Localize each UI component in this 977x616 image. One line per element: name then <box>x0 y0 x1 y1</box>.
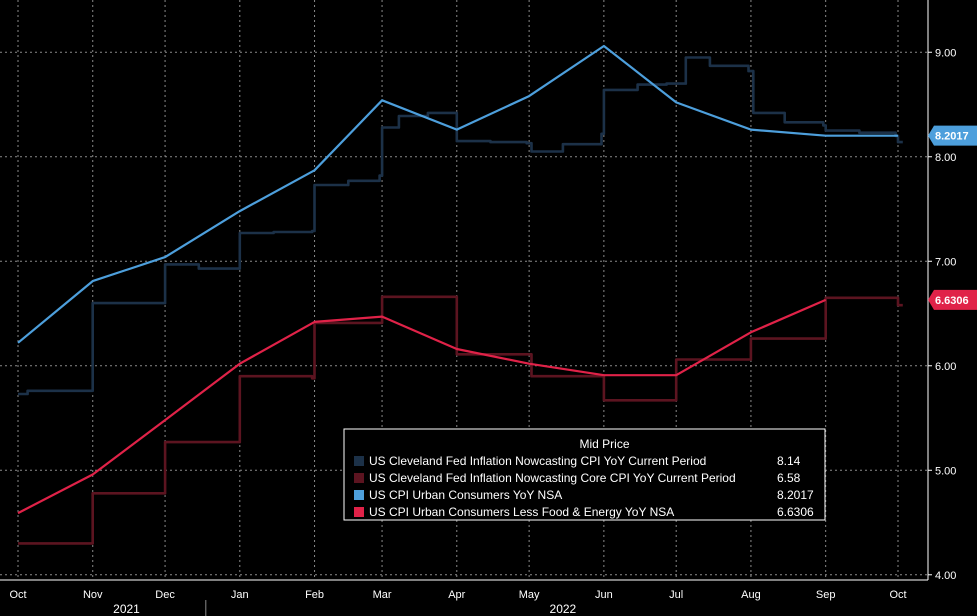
legend-entry-value-0: 8.14 <box>777 454 801 468</box>
legend: Mid Price US Cleveland Fed Inflation Nowc… <box>343 428 826 521</box>
y-tick-label: 4.00 <box>935 570 956 582</box>
legend-title: Mid Price <box>579 437 629 451</box>
legend-entry-name-1: US Cleveland Fed Inflation Nowcasting Co… <box>369 471 736 485</box>
legend-entry-value-3: 6.6306 <box>777 505 814 519</box>
value-badges: 8.2017 6.6306 <box>928 125 977 310</box>
y-tick-label: 7.00 <box>935 256 956 268</box>
legend-swatch-0 <box>354 456 364 466</box>
legend-entry-name-0: US Cleveland Fed Inflation Nowcasting CP… <box>369 454 706 468</box>
value-badge-1: 6.6306 <box>928 289 977 310</box>
x-tick-label: Oct <box>9 589 26 601</box>
x-tick-label: Dec <box>155 589 175 601</box>
x-tick-label: Aug <box>741 589 761 601</box>
legend-swatch-2 <box>354 490 364 500</box>
legend-swatch-3 <box>354 507 364 517</box>
x-tick-label: Nov <box>83 589 103 601</box>
y-tick-label: 9.00 <box>935 47 956 59</box>
x-tick-label: Sep <box>816 589 836 601</box>
y-tick-label: 6.00 <box>935 361 956 373</box>
legend-entry-value-2: 8.2017 <box>777 488 814 502</box>
x-tick-label: Feb <box>305 589 324 601</box>
series-line-0 <box>18 56 903 396</box>
x-tick-label: Mar <box>373 589 392 601</box>
x-tick-label: Jul <box>669 589 683 601</box>
badge-label: 8.2017 <box>935 131 969 143</box>
axes: 4.00 5.00 6.00 7.00 8.00 9.00 Oct Nov Dec Jan Feb M… <box>0 0 956 616</box>
year-label: 2022 <box>550 602 577 616</box>
x-tick-label: Oct <box>889 589 906 601</box>
legend-entry-name-2: US CPI Urban Consumers YoY NSA <box>369 488 562 502</box>
series-line-3 <box>17 298 827 515</box>
value-badge-0: 8.2017 <box>928 125 977 146</box>
x-tick-label: Jun <box>595 589 613 601</box>
y-tick-label: 8.00 <box>935 152 956 164</box>
legend-entry-name-3: US CPI Urban Consumers Less Food & Energ… <box>369 505 674 519</box>
badge-label: 6.6306 <box>935 295 969 307</box>
badge-shape <box>928 289 977 310</box>
badge-shape <box>928 125 977 146</box>
x-tick-label: Apr <box>448 589 465 601</box>
legend-entry-value-1: 6.58 <box>777 471 801 485</box>
x-tick-label: May <box>519 589 540 601</box>
series-line-2 <box>17 44 898 344</box>
x-tick-label: Jan <box>231 589 249 601</box>
y-tick-label: 5.00 <box>935 465 956 477</box>
series-line-1 <box>18 295 903 545</box>
series-lines <box>17 44 903 545</box>
legend-swatch-1 <box>354 473 364 483</box>
legend-box <box>343 428 826 521</box>
year-label: 2021 <box>113 602 140 616</box>
